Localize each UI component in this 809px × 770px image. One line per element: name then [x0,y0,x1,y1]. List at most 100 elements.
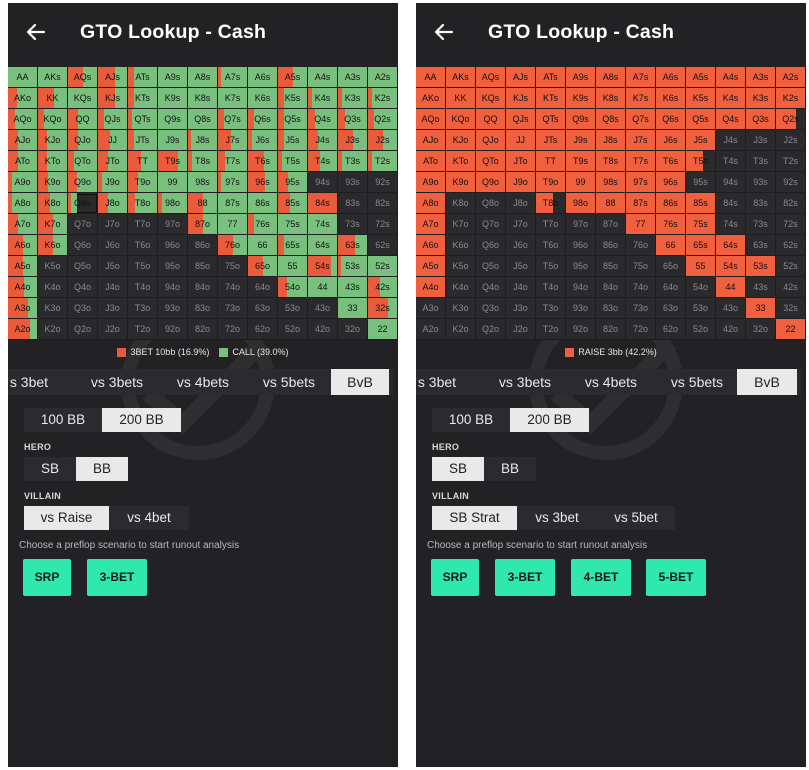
hand-cell[interactable]: KJo [446,130,476,151]
hand-cell[interactable]: 22 [776,319,806,340]
hand-cell[interactable]: 96o [566,235,596,256]
hand-cell[interactable]: T4o [536,277,566,298]
hand-cell[interactable]: K2s [776,88,806,109]
hand-cell[interactable]: J4o [98,277,128,298]
hand-cell[interactable]: 87s [218,193,248,214]
hand-cell[interactable]: 73s [746,214,776,235]
stack-option-100bb[interactable]: 100 BB [448,412,494,427]
hand-cell[interactable]: K3s [746,88,776,109]
tab-bvb[interactable]: BvB [737,369,797,395]
hand-cell[interactable]: 98s [188,172,218,193]
hand-cell[interactable]: Q4s [716,109,746,130]
hand-cell[interactable]: 87s [626,193,656,214]
hand-cell[interactable]: K7s [218,88,248,109]
hand-cell[interactable]: 77 [626,214,656,235]
hand-cell[interactable]: A4s [716,67,746,88]
hand-cell[interactable]: J7o [506,214,536,235]
tab-bvb[interactable]: BvB [331,369,389,395]
hand-cell[interactable]: 95s [278,172,308,193]
hand-cell[interactable]: JTo [98,151,128,172]
hand-cell[interactable]: Q7s [218,109,248,130]
hand-cell[interactable]: T5s [278,151,308,172]
hand-cell[interactable]: A9s [158,67,188,88]
hand-cell[interactable]: J4s [716,130,746,151]
hand-cell[interactable]: AA [416,67,446,88]
hand-cell[interactable]: A8o [8,193,38,214]
hand-cell[interactable]: K4s [716,88,746,109]
hand-cell[interactable]: AKs [38,67,68,88]
hand-cell[interactable]: A2s [368,67,398,88]
hand-cell[interactable]: J7o [98,214,128,235]
stack-option-200bb[interactable]: 200 BB [510,408,589,432]
hand-cell[interactable]: A8s [596,67,626,88]
hand-cell[interactable]: J3o [506,298,536,319]
hand-cell[interactable]: J2o [98,319,128,340]
hand-cell[interactable]: Q7o [68,214,98,235]
hand-cell[interactable]: T5o [536,256,566,277]
hand-cell[interactable]: K7o [38,214,68,235]
tab-vs-5bets[interactable]: vs 5bets [262,374,316,390]
hand-cell[interactable]: J7s [218,130,248,151]
hand-cell[interactable]: K9s [158,88,188,109]
3bet-button[interactable]: 3-BET [495,559,555,596]
hand-cell[interactable]: 98o [566,193,596,214]
srp-button[interactable]: SRP [23,559,71,596]
hand-cell[interactable]: 77 [218,214,248,235]
hand-cell[interactable]: J6o [506,235,536,256]
hand-cell[interactable]: Q3s [746,109,776,130]
hand-cell[interactable]: 98o [158,193,188,214]
hand-cell[interactable]: K6s [248,88,278,109]
hand-cell[interactable]: Q6o [68,235,98,256]
hand-cell[interactable]: 97o [566,214,596,235]
hand-cell[interactable]: 54o [278,277,308,298]
hand-cell[interactable]: K5o [446,256,476,277]
hand-cell[interactable]: 83s [338,193,368,214]
hand-cell[interactable]: J5o [506,256,536,277]
villain-option-vs-3bet[interactable]: vs 3bet [535,510,579,525]
hand-cell[interactable]: T6o [128,235,158,256]
hand-cell[interactable]: 76o [218,235,248,256]
hand-cell[interactable]: 76o [626,235,656,256]
hand-cell[interactable]: 76s [248,214,278,235]
hand-cell[interactable]: A8s [188,67,218,88]
hand-cell[interactable]: T8o [536,193,566,214]
hand-cell[interactable]: 62s [368,235,398,256]
hand-cell[interactable]: A6s [248,67,278,88]
hand-cell[interactable]: KJo [38,130,68,151]
hand-cell[interactable]: A9o [416,172,446,193]
hand-cell[interactable]: 73o [626,298,656,319]
hand-cell[interactable]: Q2s [368,109,398,130]
hand-cell[interactable]: AJo [416,130,446,151]
hand-cell[interactable]: 43o [716,298,746,319]
hand-cell[interactable]: 32o [338,319,368,340]
tab-vs-3bet[interactable]: s 3bet [9,374,49,390]
hand-cell[interactable]: 62o [248,319,278,340]
hand-cell[interactable]: J9o [506,172,536,193]
hand-cell[interactable]: Q3o [476,298,506,319]
hand-cell[interactable]: QJo [68,130,98,151]
hand-cell[interactable]: 42o [308,319,338,340]
hand-cell[interactable]: AKo [416,88,446,109]
hand-cell[interactable]: 55 [278,256,308,277]
hand-cell[interactable]: 42o [716,319,746,340]
hand-cell[interactable]: QJs [506,109,536,130]
hero-option-bb[interactable]: BB [500,461,519,476]
hand-cell[interactable]: T2o [536,319,566,340]
hand-cell[interactable]: QTo [476,151,506,172]
hand-cell[interactable]: K6s [656,88,686,109]
hand-cell[interactable]: 95o [158,256,188,277]
tab-vs-4bets[interactable]: vs 4bets [584,374,638,390]
hand-cell[interactable]: ATs [128,67,158,88]
hand-cell[interactable]: 96o [158,235,188,256]
hand-cell[interactable]: 96s [248,172,278,193]
hand-cell[interactable]: KQo [38,109,68,130]
hand-cell[interactable]: 99 [158,172,188,193]
hand-cell[interactable]: Q8s [596,109,626,130]
hand-cell[interactable]: J4o [506,277,536,298]
hand-cell[interactable]: 84o [596,277,626,298]
hand-cell[interactable]: T8o [128,193,158,214]
hand-cell[interactable]: 84s [308,193,338,214]
hand-cell[interactable]: 92s [368,172,398,193]
hand-cell[interactable]: Q3o [68,298,98,319]
hand-cell[interactable]: K6o [38,235,68,256]
